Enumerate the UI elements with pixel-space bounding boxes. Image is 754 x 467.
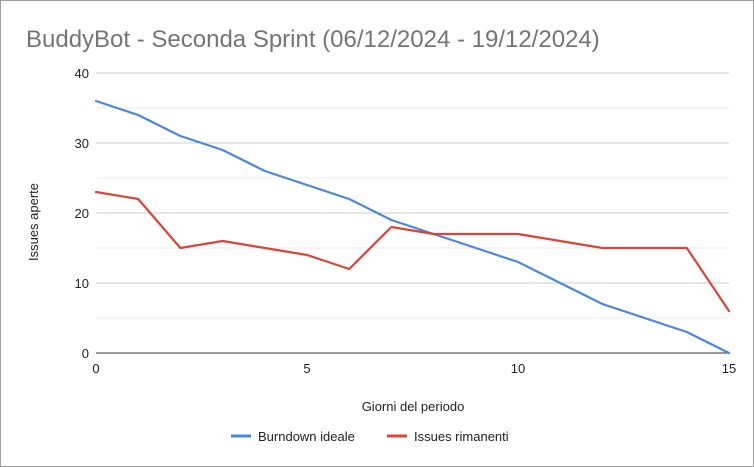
x-tick-label: 15: [722, 361, 736, 376]
series-line-issues-rimanenti: [94, 190, 731, 313]
series-lines: [94, 99, 731, 355]
y-tick-label: 30: [75, 136, 89, 151]
y-tick-label: 10: [75, 276, 89, 291]
x-tick-label: 0: [92, 361, 99, 376]
legend-label: Issues rimanenti: [414, 429, 509, 444]
y-axis-ticks: 0 10 20 30 40: [75, 66, 89, 361]
x-axis-ticks: 0 5 10 15: [92, 361, 736, 376]
x-axis-label: Giorni del periodo: [362, 399, 465, 414]
y-axis-label: Issues aperte: [26, 183, 41, 261]
legend: Burndown ideale Issues rimanenti: [231, 429, 509, 444]
y-tick-label: 40: [75, 66, 89, 81]
grid: [96, 72, 729, 319]
y-tick-label: 20: [75, 206, 89, 221]
legend-label: Burndown ideale: [258, 429, 355, 444]
series-line-burndown-ideale: [94, 99, 731, 355]
chart-title: BuddyBot - Seconda Sprint (06/12/2024 - …: [26, 26, 600, 53]
x-tick-label: 5: [303, 361, 310, 376]
y-tick-label: 0: [82, 346, 89, 361]
x-tick-label: 10: [511, 361, 525, 376]
